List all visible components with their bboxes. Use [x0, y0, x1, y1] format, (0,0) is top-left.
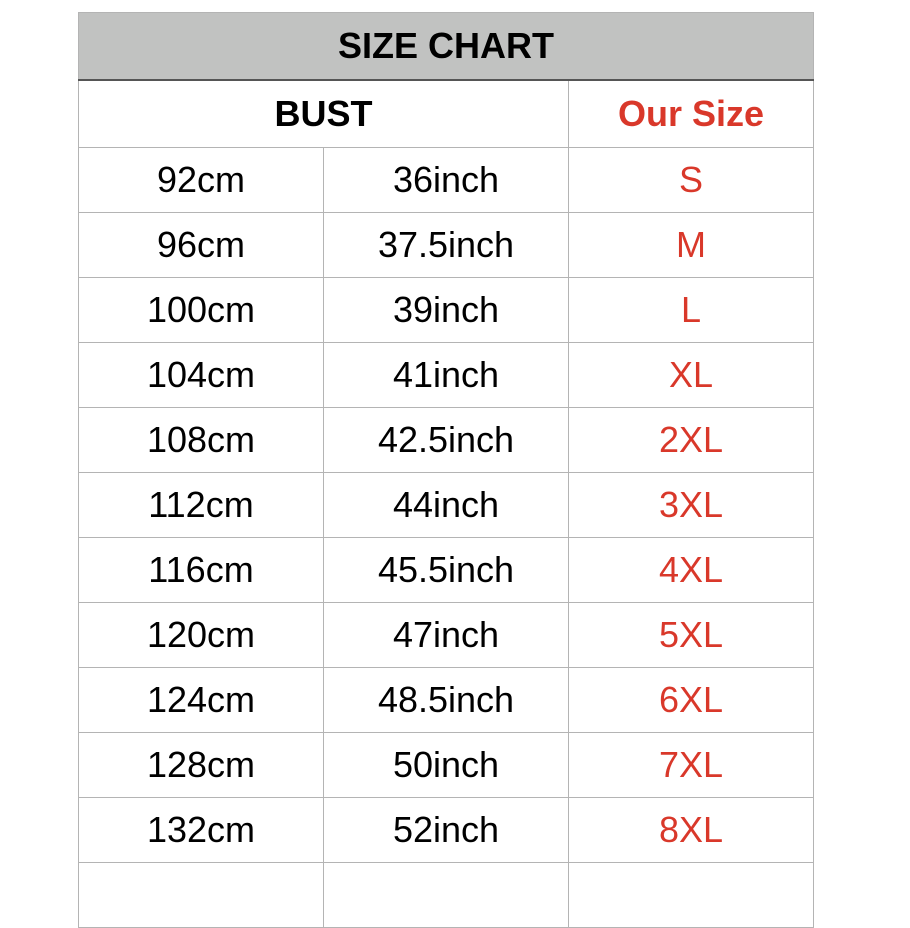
header-row: BUST Our Size: [78, 79, 815, 148]
table-row: 132cm 52inch 8XL: [78, 797, 815, 863]
table-row: 104cm 41inch XL: [78, 342, 815, 408]
bust-cm-cell: 112cm: [78, 472, 324, 538]
table-row: 124cm 48.5inch 6XL: [78, 667, 815, 733]
bust-inch-cell: 36inch: [323, 147, 569, 213]
table-row: 96cm 37.5inch M: [78, 212, 815, 278]
size-cell: 3XL: [567, 472, 815, 538]
bust-inch-cell: 45.5inch: [323, 537, 569, 603]
table-row: 120cm 47inch 5XL: [78, 602, 815, 668]
size-cell: 4XL: [567, 537, 815, 603]
bust-inch-cell: 52inch: [323, 797, 569, 863]
size-cell: S: [567, 147, 815, 213]
size-cell: 8XL: [567, 797, 815, 863]
bust-cm-cell: 108cm: [78, 407, 324, 473]
bust-inch-cell: 50inch: [323, 732, 569, 798]
bust-inch-cell: 42.5inch: [323, 407, 569, 473]
title-row: SIZE CHART: [77, 12, 815, 81]
size-cell: XL: [567, 342, 815, 408]
bust-inch-cell: 41inch: [323, 342, 569, 408]
table-row: 128cm 50inch 7XL: [78, 732, 815, 798]
bust-inch-cell: 47inch: [323, 602, 569, 668]
empty-cell: [78, 862, 324, 928]
bust-inch-cell: 48.5inch: [323, 667, 569, 733]
size-cell: 2XL: [567, 407, 815, 473]
bust-cm-cell: 96cm: [78, 212, 324, 278]
table-row: 108cm 42.5inch 2XL: [78, 407, 815, 473]
size-cell: 5XL: [567, 602, 815, 668]
bust-cm-cell: 92cm: [78, 147, 324, 213]
table-row: 92cm 36inch S: [78, 147, 815, 213]
table-row: 112cm 44inch 3XL: [78, 472, 815, 538]
bust-cm-cell: 116cm: [78, 537, 324, 603]
size-chart-table: SIZE CHART BUST Our Size 92cm 36inch S 96cm…: [77, 12, 815, 928]
table-row-partial: [78, 862, 815, 928]
our-size-header: Our Size: [567, 79, 815, 148]
size-cell: 6XL: [567, 667, 815, 733]
empty-cell: [567, 862, 815, 928]
table-row: 100cm 39inch L: [78, 277, 815, 343]
bust-cm-cell: 132cm: [78, 797, 324, 863]
size-cell: 7XL: [567, 732, 815, 798]
size-cell: M: [567, 212, 815, 278]
bust-cm-cell: 100cm: [78, 277, 324, 343]
bust-header: BUST: [78, 79, 569, 148]
bust-inch-cell: 37.5inch: [323, 212, 569, 278]
bust-cm-cell: 124cm: [78, 667, 324, 733]
size-cell: L: [567, 277, 815, 343]
bust-cm-cell: 120cm: [78, 602, 324, 668]
bust-cm-cell: 104cm: [78, 342, 324, 408]
empty-cell: [323, 862, 569, 928]
bust-cm-cell: 128cm: [78, 732, 324, 798]
bust-inch-cell: 44inch: [323, 472, 569, 538]
chart-title: SIZE CHART: [77, 12, 815, 81]
table-row: 116cm 45.5inch 4XL: [78, 537, 815, 603]
bust-inch-cell: 39inch: [323, 277, 569, 343]
